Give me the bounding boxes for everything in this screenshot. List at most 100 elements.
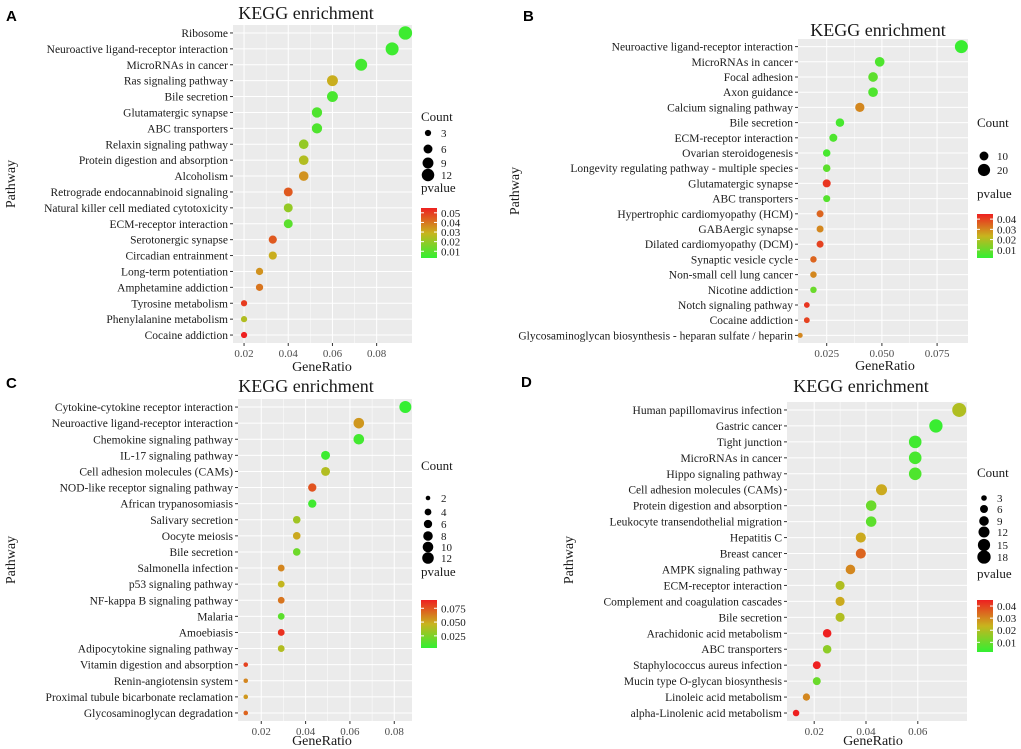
y-tick-label: ECM-receptor interaction (675, 133, 794, 145)
plot-background (233, 25, 412, 343)
data-point (326, 91, 338, 103)
data-point (855, 532, 866, 543)
data-point (812, 677, 821, 686)
data-point (810, 286, 817, 294)
count-legend-label: 15 (997, 540, 1009, 552)
data-point (816, 240, 824, 248)
data-point (243, 694, 249, 700)
data-point (321, 450, 331, 460)
count-legend-key (979, 151, 989, 161)
count-legend-label: 6 (441, 519, 447, 531)
count-legend-label: 9 (441, 158, 447, 170)
plot-background (798, 39, 968, 343)
count-legend-key (425, 495, 431, 501)
y-tick-label: Neuroactive ligand-receptor interaction (612, 42, 794, 54)
y-tick-label: Axon guidance (723, 87, 793, 99)
count-legend-label: 4 (441, 507, 447, 519)
x-tick-label: 0.075 (925, 348, 950, 360)
data-point (822, 179, 831, 188)
y-tick-label: Synaptic vesicle cycle (691, 254, 793, 266)
data-point (876, 484, 888, 496)
pvalue-legend-title: pvalue (421, 564, 456, 579)
y-tick-label: ECM-receptor interaction (664, 580, 783, 592)
y-tick-label: Neuroactive ligand-receptor interaction (47, 44, 229, 56)
count-legend-label: 8 (441, 531, 447, 543)
plot-background (238, 399, 412, 721)
data-point (803, 317, 810, 324)
count-legend-key (424, 508, 432, 516)
x-tick-label: 0.06 (323, 348, 343, 360)
y-tick-label: Protein digestion and absorption (79, 155, 228, 167)
y-tick-label: Glutamatergic synapse (688, 178, 793, 190)
data-point (954, 40, 968, 54)
y-tick-label: Bile secretion (729, 118, 793, 130)
pvalue-legend-label: 0.04 (997, 601, 1017, 613)
pvalue-legend-label: 0.03 (441, 227, 461, 239)
pvalue-legend-label: 0.02 (997, 235, 1016, 247)
y-tick-label: Ovarian steroidogenesis (682, 148, 793, 160)
count-legend-key (421, 168, 435, 182)
y-tick-label: Mucin type O-glycan biosynthesis (624, 676, 783, 688)
y-tick-label: ABC transporters (147, 123, 228, 135)
panel-letter: C (6, 375, 17, 392)
y-tick-label: African trypanosomiasis (120, 499, 233, 511)
count-legend-label: 6 (997, 504, 1003, 516)
x-axis-title: GeneRatio (855, 359, 915, 374)
data-point (355, 58, 368, 71)
data-point (865, 516, 877, 527)
data-point (855, 548, 866, 559)
chart-title: KEGG enrichment (238, 376, 373, 396)
y-tick-label: NOD-like receptor signaling pathway (60, 483, 234, 495)
y-tick-label: Glycosaminoglycan biosynthesis - heparan… (518, 330, 793, 342)
pvalue-legend-label: 0.02 (997, 625, 1016, 637)
y-tick-label: Malaria (197, 611, 233, 623)
data-point (399, 401, 412, 414)
chart-title: KEGG enrichment (238, 3, 373, 23)
data-point (822, 644, 832, 654)
panel-a: A KEGG enrichment 0.02 0.04 0.06 0.08 Ribosome… (4, 3, 461, 375)
y-tick-label: Protein digestion and absorption (633, 501, 782, 513)
y-axis-title: Pathway (4, 536, 19, 584)
count-legend-key (981, 495, 987, 501)
y-tick-label: Ras signaling pathway (124, 76, 228, 88)
y-tick-label: Tight junction (717, 437, 782, 449)
data-point (277, 564, 285, 572)
pvalue-legend-label: 0.04 (441, 217, 461, 229)
pvalue-legend-label: 0.075 (441, 603, 466, 615)
data-point (321, 466, 331, 476)
data-point (298, 139, 309, 150)
y-tick-label: Focal adhesion (724, 72, 794, 84)
count-legend-key (977, 163, 991, 177)
data-point (240, 316, 248, 323)
y-tick-label: Hypertrophic cardiomyopathy (HCM) (617, 209, 793, 221)
x-tick-label: 0.08 (385, 726, 405, 738)
pvalue-legend-title: pvalue (977, 566, 1012, 581)
count-legend-key (423, 531, 433, 541)
data-point (292, 548, 301, 556)
y-tick-label: Gastric cancer (716, 421, 782, 433)
data-point (308, 483, 317, 492)
count-legend-title: Count (421, 458, 453, 473)
panel-letter: B (523, 8, 534, 25)
data-point (908, 451, 922, 465)
panel-b: B KEGG enrichment 0.025 0.050 0.075 Neuroacti… (508, 8, 1017, 374)
data-point (908, 435, 922, 449)
y-tick-label: Leukocyte transendothelial migration (610, 517, 783, 529)
y-tick-label: Non-small cell lung cancer (669, 270, 793, 282)
y-tick-label: Salivary secretion (150, 515, 233, 527)
data-point (812, 661, 821, 670)
data-point (845, 564, 856, 575)
data-point (874, 56, 885, 67)
data-point (277, 596, 285, 604)
pvalue-colorbar (421, 208, 437, 258)
count-legend-label: 12 (997, 527, 1008, 539)
y-tick-label: Bile secretion (718, 612, 782, 624)
pvalue-legend-label: 0.03 (997, 613, 1017, 625)
y-tick-label: Adipocytokine signaling pathway (78, 644, 233, 656)
pvalue-colorbar (421, 600, 437, 648)
data-point (822, 628, 832, 638)
panel-letter: D (521, 374, 532, 391)
data-point (823, 195, 831, 203)
y-tick-label: Amoebiasis (179, 627, 234, 639)
chart-title: KEGG enrichment (810, 20, 945, 40)
